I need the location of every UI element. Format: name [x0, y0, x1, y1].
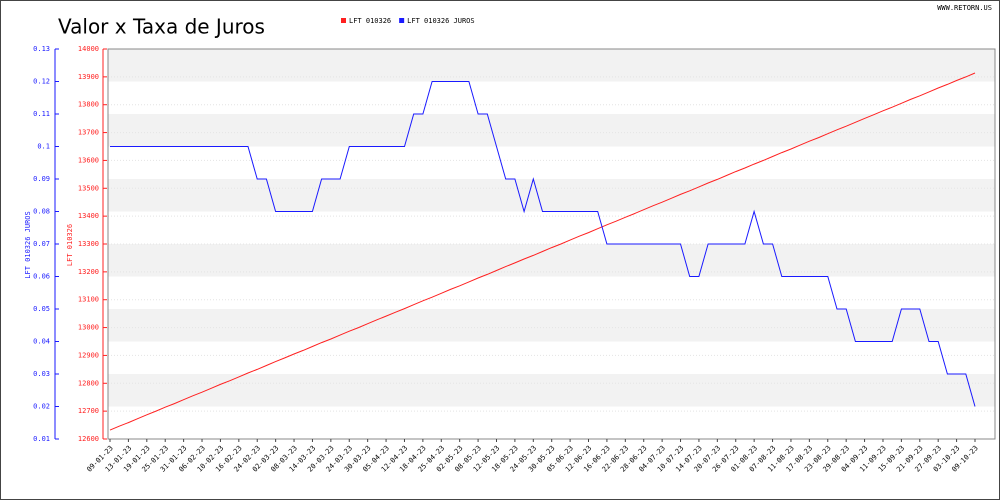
y2-tick-label: 0.04: [33, 338, 50, 346]
series-line: [109, 72, 976, 431]
y2-tick-label: 0.08: [33, 208, 50, 216]
y-tick-label: 13300: [78, 240, 99, 248]
grid-band: [108, 179, 995, 212]
y-axis-title: LFT 010326: [66, 224, 74, 266]
y2-tick-label: 0.02: [33, 403, 50, 411]
y-tick-label: 13100: [78, 296, 99, 304]
y-tick-label: 13700: [78, 129, 99, 137]
y-tick-label: 13000: [78, 324, 99, 332]
legend-swatch: [341, 18, 346, 23]
grid-band: [108, 114, 995, 147]
y2-tick-label: 0.13: [33, 45, 50, 53]
grid-band: [108, 49, 995, 82]
y-tick-label: 13800: [78, 101, 99, 109]
y2-tick-label: 0.09: [33, 175, 50, 183]
y2-tick-label: 0.03: [33, 370, 50, 378]
y-tick-label: 12700: [78, 407, 99, 415]
y-tick-label: 13500: [78, 184, 99, 192]
y-tick-label: 12900: [78, 351, 99, 359]
y2-tick-label: 0.12: [33, 78, 50, 86]
credit: WWW.RETORN.US: [937, 4, 992, 12]
legend-swatch: [399, 18, 405, 23]
legend-label: LFT 010326: [349, 17, 391, 25]
y2-tick-label: 0.07: [33, 240, 50, 248]
grid-band: [108, 374, 995, 407]
legend-label: LFT 010326 JUROS: [407, 17, 474, 25]
chart-title: Valor x Taxa de Juros: [58, 15, 265, 39]
y-tick-label: 13900: [78, 73, 99, 81]
y2-tick-label: 0.01: [33, 435, 50, 443]
y-tick-label: 12800: [78, 379, 99, 387]
y-tick-label: 14000: [78, 45, 99, 53]
y-tick-label: 13400: [78, 212, 99, 220]
y2-tick-label: 0.1: [37, 143, 50, 151]
y2-tick-label: 0.11: [33, 110, 50, 118]
y2-axis-title: LFT 010326 JUROS: [24, 211, 32, 278]
y-tick-label: 13600: [78, 156, 99, 164]
y2-tick-label: 0.06: [33, 273, 50, 281]
y-tick-label: 12600: [78, 435, 99, 443]
series-line: [110, 81, 976, 407]
grid-band: [108, 244, 995, 277]
grid-band: [108, 309, 995, 342]
y2-tick-label: 0.05: [33, 305, 50, 313]
y-tick-label: 13200: [78, 268, 99, 276]
